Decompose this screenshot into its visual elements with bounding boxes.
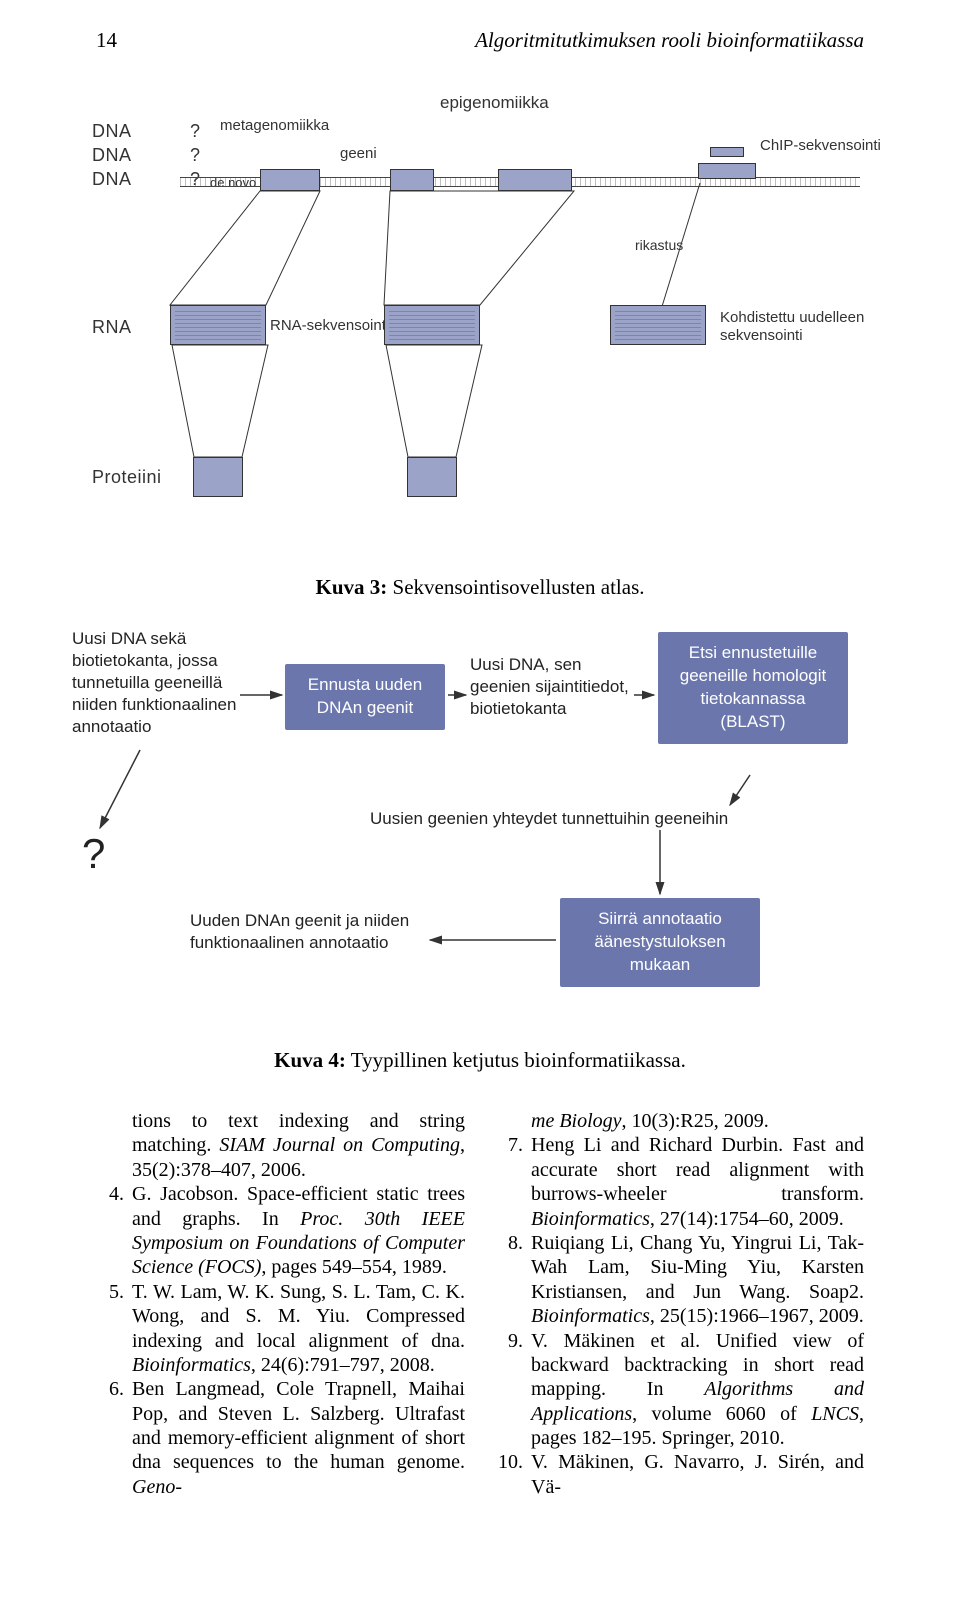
ref-text-em: Bioinformatics <box>531 1305 650 1327</box>
funnel-icon <box>172 345 268 457</box>
ref-text: , 24(6):791–797, 2008. <box>251 1354 435 1376</box>
caption-label: Kuva 4: <box>274 1048 346 1072</box>
ref-item: 7. Heng Li and Richard Durbin. Fast and … <box>495 1133 864 1231</box>
rna-box <box>610 305 706 345</box>
ref-text-em: Bioinformatics <box>132 1354 251 1376</box>
ref-text: Ben Langmead, Cole Trapnell, Maihai Pop,… <box>132 1378 465 1473</box>
references-columns: tions to text indexing and string matchi… <box>0 1093 960 1499</box>
ref-text: , 25(15):1966–1967, 2009. <box>650 1305 864 1327</box>
ref-text: T. W. Lam, W. K. Sung, S. L. Tam, C. K. … <box>132 1281 465 1352</box>
figure-4-flowchart: Uusi DNA sekä biotietokanta, jossa tunne… <box>60 620 900 1030</box>
protein-box <box>193 457 243 497</box>
label-realign: Kohdistettu uudelleen sekvensointi <box>720 309 920 345</box>
gene-exon-box <box>260 169 320 191</box>
label-metagenomiikka: metagenomiikka <box>220 117 329 134</box>
rna-box <box>384 305 480 345</box>
ref-number: 7. <box>495 1133 531 1231</box>
caption-text: Sekvensointisovellusten atlas. <box>393 575 645 599</box>
ref-item: 9. V. Mäkinen et al. Unified view of bac… <box>495 1329 864 1451</box>
ref-number: 5. <box>96 1280 132 1378</box>
gene-exon-box <box>498 169 572 191</box>
rikastus-line-icon <box>660 183 720 323</box>
protein-box <box>407 457 457 497</box>
ref-text: , 10(3):R25, 2009. <box>622 1110 769 1132</box>
ref-text-em: Bioinformatics <box>531 1208 650 1230</box>
ref-text: , 27(14):1754–60, 2009. <box>650 1208 844 1230</box>
funnel-icon <box>170 191 330 305</box>
caption-text: Tyypillinen ketjutus bioinformatiikassa. <box>351 1048 686 1072</box>
label-epigenomiikka: epigenomiikka <box>440 93 549 113</box>
label-chip: ChIP-sekvensointi <box>760 137 881 154</box>
flow-arrows-icon <box>60 620 900 1030</box>
figure-3-caption: Kuva 3: Sekvensointisovellusten atlas. <box>0 575 960 600</box>
ref-item: 4. G. Jacobson. Space-efficient static t… <box>96 1182 465 1280</box>
ref-number: 10. <box>495 1450 531 1499</box>
page-number: 14 <box>96 28 117 53</box>
question-mark: ? <box>190 121 200 142</box>
ref-text-em: me Biology <box>531 1110 622 1132</box>
ref-continuation: me Biology, 10(3):R25, 2009. <box>495 1109 864 1133</box>
page-header: 14 Algoritmitutkimuksen rooli bioinforma… <box>0 0 960 53</box>
ref-text-em: Geno- <box>132 1476 182 1498</box>
running-title: Algoritmitutkimuksen rooli bioinformatii… <box>475 28 864 53</box>
rna-box <box>170 305 266 345</box>
ref-item: 8. Ruiqiang Li, Chang Yu, Yingrui Li, Ta… <box>495 1231 864 1329</box>
row-label-dna-2: DNA <box>92 145 132 166</box>
ref-text-em: LNCS <box>811 1403 859 1425</box>
ref-item: 6. Ben Langmead, Cole Trapnell, Maihai P… <box>96 1377 465 1499</box>
references-right-column: me Biology, 10(3):R25, 2009. 7. Heng Li … <box>495 1109 864 1499</box>
figure-4-caption: Kuva 4: Tyypillinen ketjutus bioinformat… <box>0 1048 960 1073</box>
chip-box <box>698 163 756 179</box>
ref-text: Ruiqiang Li, Chang Yu, Yingrui Li, Tak-W… <box>531 1232 864 1303</box>
references-left-column: tions to text indexing and string matchi… <box>96 1109 465 1499</box>
ref-text: V. Mäkinen, G. Navarro, J. Sirén, and Vä… <box>531 1451 864 1497</box>
label-geeni: geeni <box>340 145 377 162</box>
ref-item: 5. T. W. Lam, W. K. Sung, S. L. Tam, C. … <box>96 1280 465 1378</box>
gene-exon-box <box>390 169 434 191</box>
row-label-rna: RNA <box>92 317 132 338</box>
ref-number: 9. <box>495 1329 531 1451</box>
row-label-dna-3: DNA <box>92 169 132 190</box>
funnel-icon <box>384 191 574 305</box>
ref-number: 4. <box>96 1182 132 1280</box>
label-rnaseq: RNA-sekvensointi <box>270 317 389 334</box>
funnel-icon <box>386 345 482 457</box>
ref-number: 6. <box>96 1377 132 1499</box>
ref-number: 8. <box>495 1231 531 1329</box>
question-mark: ? <box>190 145 200 166</box>
ref-text-em: SIAM Journal on Computing <box>219 1134 460 1156</box>
ref-text: Heng Li and Richard Durbin. Fast and acc… <box>531 1134 864 1205</box>
chip-lid-box <box>710 147 744 157</box>
row-label-dna-1: DNA <box>92 121 132 142</box>
caption-label: Kuva 3: <box>316 575 388 599</box>
ref-text: , volume 6060 of <box>632 1403 811 1425</box>
figure-3-diagram: DNA DNA DNA RNA Proteiini ? ? ? metageno… <box>60 87 900 557</box>
ref-item: 10. V. Mäkinen, G. Navarro, J. Sirén, an… <box>495 1450 864 1499</box>
row-label-protein: Proteiini <box>92 467 162 488</box>
ref-text: , pages 549–554, 1989. <box>261 1256 447 1278</box>
ref-continuation: tions to text indexing and string matchi… <box>96 1109 465 1182</box>
